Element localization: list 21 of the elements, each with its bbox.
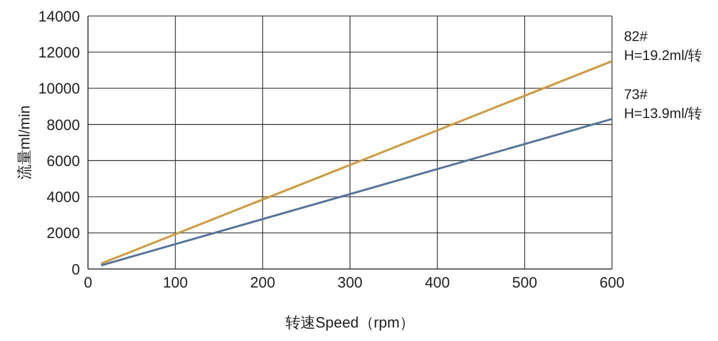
y-tick-label: 4000 — [46, 189, 80, 206]
series-label: 82# — [624, 28, 648, 44]
y-tick-label: 0 — [72, 261, 80, 278]
y-tick-label: 14000 — [38, 8, 80, 26]
series-label: 73# — [624, 86, 648, 102]
x-tick-label: 400 — [424, 274, 450, 292]
y-tick-label: 2000 — [46, 225, 80, 242]
y-axis-title: 流量ml/min — [16, 105, 34, 180]
y-tick-label: 8000 — [46, 116, 80, 134]
x-tick-label: 100 — [162, 274, 188, 292]
x-axis-title: 转速Speed（rpm） — [285, 314, 415, 332]
y-tick-label: 10000 — [38, 80, 80, 98]
annotation: H=13.9ml/转 — [624, 105, 702, 122]
x-tick-label: 200 — [250, 274, 276, 292]
x-tick-label: 0 — [84, 274, 92, 292]
x-tick-label: 300 — [337, 274, 363, 292]
x-tick-label: 500 — [512, 274, 538, 292]
annotation: H=19.2ml/转 — [624, 47, 702, 64]
y-tick-label: 6000 — [46, 152, 80, 170]
x-tick-label: 600 — [599, 274, 625, 292]
y-tick-label: 12000 — [38, 44, 80, 62]
